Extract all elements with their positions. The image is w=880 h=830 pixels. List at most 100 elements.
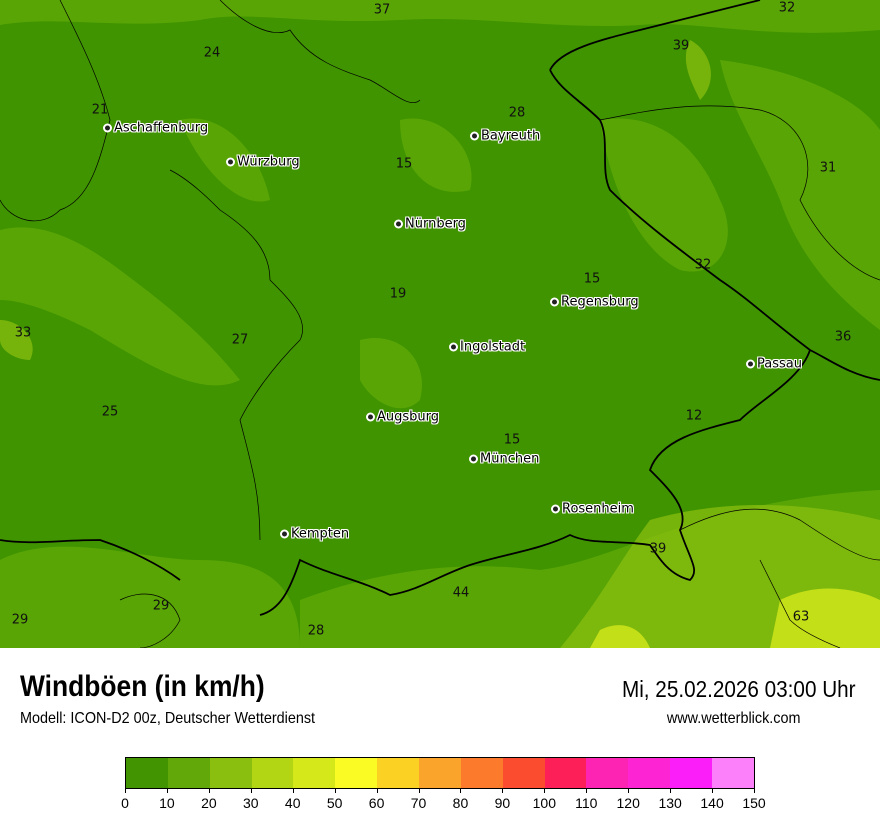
city-marker-ingolstadt: Ingolstadt: [449, 340, 525, 355]
legend-tick-label: 120: [616, 795, 640, 811]
legend-tick-mark: [460, 789, 462, 793]
city-marker-bayreuth: Bayreuth: [470, 129, 540, 144]
legend-color-swatch: [628, 758, 671, 788]
city-dot-icon: [469, 454, 478, 464]
legend-tick-label: 110: [575, 795, 598, 811]
model-source: Modell: ICON-D2 00z, Deutscher Wetterdie…: [20, 710, 316, 727]
map-title: Windböen (in km/h): [20, 670, 265, 703]
gust-value: 33: [14, 325, 32, 341]
gust-value: 15: [395, 156, 413, 172]
gust-value: 29: [152, 598, 170, 614]
gust-value: 29: [11, 612, 29, 628]
legend-tick-label: 0: [121, 795, 129, 811]
legend-tick-mark: [292, 789, 294, 793]
legend-tick-label: 100: [532, 795, 557, 811]
legend-tick-label: 140: [700, 795, 724, 811]
legend-color-swatch: [293, 758, 336, 788]
gust-value: 21: [91, 102, 109, 118]
gust-value: 28: [508, 105, 526, 121]
gust-value: 32: [778, 0, 796, 16]
city-label: Nürnberg: [405, 216, 466, 232]
gust-value: 63: [792, 609, 810, 625]
legend-tick-label: 150: [742, 795, 766, 811]
gust-value: 19: [389, 286, 407, 302]
city-marker-muenchen: München: [469, 452, 539, 467]
gust-value: 28: [307, 623, 325, 639]
city-marker-wuerzburg: Würzburg: [226, 155, 300, 170]
city-dot-icon: [746, 359, 755, 369]
city-label: Passau: [757, 356, 802, 372]
legend-tick-mark: [754, 789, 755, 793]
gust-value: 39: [672, 38, 690, 54]
city-dot-icon: [470, 131, 479, 141]
gust-value: 44: [452, 585, 470, 601]
city-dot-icon: [226, 157, 235, 167]
legend-tick-label: 40: [284, 795, 301, 811]
legend-tick-label: 10: [159, 795, 175, 811]
legend-color-swatch: [460, 758, 503, 788]
legend-color-swatch: [209, 758, 252, 788]
city-label: Augsburg: [377, 409, 440, 425]
legend-tick-mark: [586, 789, 588, 793]
city-marker-aschaffenburg: Aschaffenburg: [103, 121, 208, 136]
legend-tick-mark: [544, 789, 546, 793]
city-marker-passau: Passau: [746, 357, 802, 372]
legend-color-swatch: [377, 758, 420, 788]
legend-tick-label: 70: [410, 795, 427, 811]
legend-tick-label: 20: [201, 795, 217, 811]
city-marker-nuernberg: Nürnberg: [394, 217, 466, 232]
legend-tick-mark: [376, 789, 378, 793]
legend-color-swatch: [544, 758, 587, 788]
legend-tick-mark: [166, 789, 168, 793]
legend-tick-mark: [208, 789, 210, 793]
legend-tick-mark: [670, 789, 672, 793]
color-scale-legend: [125, 757, 755, 789]
legend-tick-label: 50: [326, 795, 343, 811]
city-dot-icon: [551, 504, 560, 514]
forecast-datetime: Mi, 25.02.2026 03:00 Uhr: [622, 676, 856, 702]
city-dot-icon: [550, 297, 559, 307]
legend-tick-mark: [628, 789, 630, 793]
legend-color-swatch: [335, 758, 378, 788]
city-dot-icon: [449, 342, 458, 352]
legend-tick-label: 90: [494, 795, 511, 811]
gust-value: 37: [373, 2, 391, 18]
city-label: Ingolstadt: [460, 339, 526, 355]
map-shading: [0, 0, 880, 648]
city-label: Bayreuth: [481, 128, 541, 144]
gust-value: 36: [834, 329, 852, 345]
city-marker-kempten: Kempten: [280, 527, 349, 542]
gust-value: 39: [649, 541, 667, 557]
legend-color-swatch: [586, 758, 629, 788]
website-link[interactable]: www.wetterblick.com: [666, 710, 800, 727]
legend-tick-label: 30: [243, 795, 259, 811]
gust-value: 32: [694, 257, 712, 273]
gust-value: 15: [503, 432, 521, 448]
city-dot-icon: [103, 123, 112, 133]
legend-tick-label: 60: [368, 795, 385, 811]
gust-value: 12: [685, 408, 703, 424]
gust-value: 27: [231, 332, 249, 348]
legend-color-swatch: [126, 758, 168, 788]
legend-tick-mark: [125, 789, 126, 793]
legend-tick-mark: [502, 789, 504, 793]
legend-color-swatch: [502, 758, 545, 788]
city-label: Aschaffenburg: [114, 120, 209, 136]
legend-tick-mark: [418, 789, 420, 793]
legend-color-swatch: [251, 758, 294, 788]
gust-value: 24: [203, 45, 221, 61]
legend-color-swatch: [670, 758, 713, 788]
gust-value: 25: [101, 404, 119, 420]
city-label: Rosenheim: [562, 501, 634, 517]
city-dot-icon: [366, 412, 375, 422]
legend-color-swatch: [167, 758, 210, 788]
legend-tick-label: 80: [452, 795, 469, 811]
legend-tick-mark: [334, 789, 336, 793]
city-dot-icon: [394, 219, 403, 229]
wind-gust-map: Aschaffenburg Würzburg Bayreuth Nürnberg…: [0, 0, 880, 648]
legend-tick-mark: [712, 789, 714, 793]
legend-tick-mark: [250, 789, 252, 793]
city-marker-augsburg: Augsburg: [366, 410, 439, 425]
gust-value: 31: [819, 160, 837, 176]
legend-color-swatch: [712, 758, 754, 788]
